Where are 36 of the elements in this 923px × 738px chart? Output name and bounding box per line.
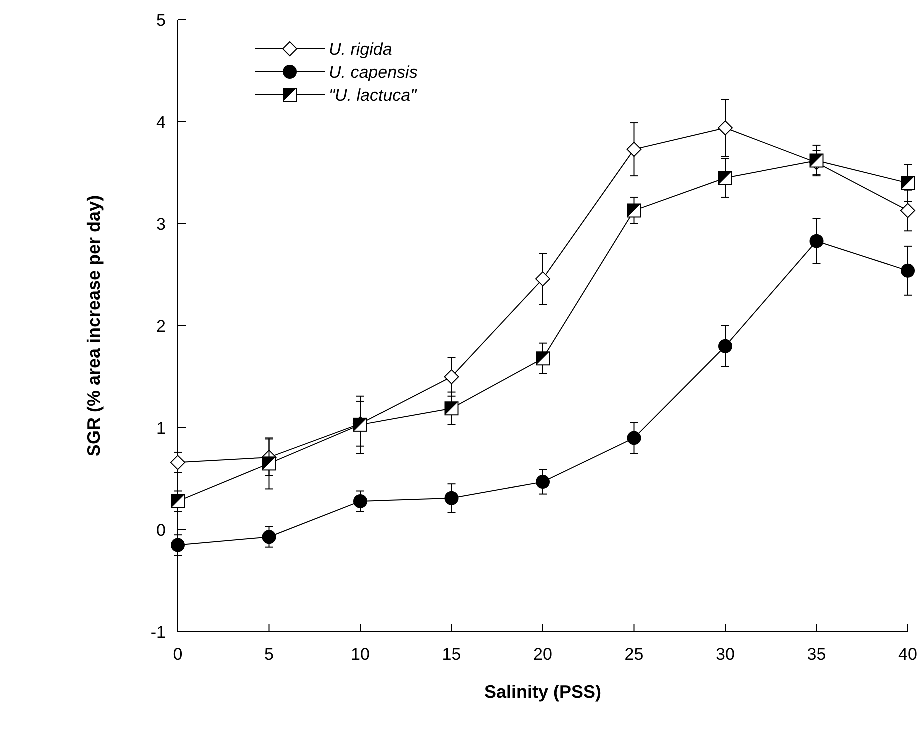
legend-label: U. rigida bbox=[329, 40, 392, 59]
point bbox=[901, 264, 915, 278]
legend-label: "U. lactuca" bbox=[329, 86, 418, 105]
point bbox=[354, 494, 368, 508]
y-tick-label: -1 bbox=[150, 622, 166, 642]
x-tick-label: 15 bbox=[442, 645, 462, 664]
legend-label: U. capensis bbox=[329, 62, 418, 82]
y-tick-label: 1 bbox=[156, 418, 166, 438]
x-tick-label: 5 bbox=[264, 645, 274, 664]
point bbox=[444, 491, 459, 506]
x-tick-label: 35 bbox=[807, 645, 826, 664]
y-tick-label: 2 bbox=[156, 316, 166, 336]
x-tick-label: 20 bbox=[534, 645, 552, 664]
point bbox=[444, 370, 460, 384]
point bbox=[718, 339, 732, 354]
point bbox=[627, 431, 642, 446]
x-tick-label: 40 bbox=[898, 645, 918, 664]
point bbox=[170, 455, 186, 470]
point bbox=[900, 203, 916, 218]
x-tick-label: 10 bbox=[351, 645, 370, 664]
y-tick-label: 0 bbox=[156, 520, 166, 540]
point bbox=[536, 272, 550, 287]
y-axis-title: SGR (% area increase per day) bbox=[84, 195, 104, 457]
y-tick-label: 5 bbox=[156, 10, 166, 30]
x-axis-title: Salinity (PSS) bbox=[484, 682, 602, 702]
point bbox=[718, 120, 733, 136]
x-tick-label: 25 bbox=[624, 645, 644, 664]
x-tick-label: 30 bbox=[716, 645, 735, 664]
point bbox=[171, 538, 185, 552]
point bbox=[536, 475, 550, 490]
x-tick-label: 0 bbox=[173, 645, 183, 664]
y-tick-label: 3 bbox=[156, 214, 166, 234]
point bbox=[626, 142, 642, 158]
point bbox=[262, 530, 276, 544]
y-tick-label: 4 bbox=[156, 112, 166, 132]
point bbox=[810, 234, 824, 248]
